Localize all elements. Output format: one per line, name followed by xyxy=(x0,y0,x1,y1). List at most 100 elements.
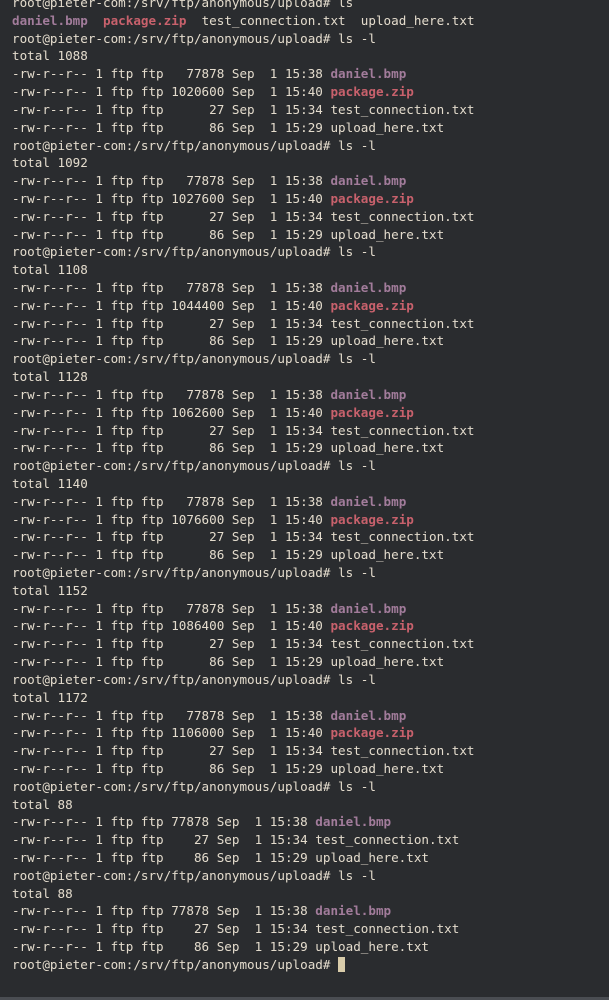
terminal-text xyxy=(88,13,103,28)
terminal-text: total 1140 xyxy=(12,475,88,491)
terminal-text: -rw-r--r-- 1 ftp ftp 86 Sep 1 15:29 uplo… xyxy=(12,760,445,776)
terminal-line: -rw-r--r-- 1 ftp ftp 77878 Sep 1 15:38 d… xyxy=(12,493,475,511)
terminal-text: -rw-r--r-- 1 ftp ftp 27 Sep 1 15:34 test… xyxy=(12,315,475,331)
terminal-line: -rw-r--r-- 1 ftp ftp 1106000 Sep 1 15:40… xyxy=(12,724,475,742)
shell-prompt: root@pieter-com:/srv/ftp/anonymous/uploa… xyxy=(12,956,339,972)
terminal-line: -rw-r--r-- 1 ftp ftp 27 Sep 1 15:34 test… xyxy=(12,742,475,760)
terminal-text: -rw-r--r-- 1 ftp ftp 86 Sep 1 15:29 uplo… xyxy=(12,440,445,456)
terminal-line: -rw-r--r-- 1 ftp ftp 27 Sep 1 15:34 test… xyxy=(12,315,475,333)
terminal-line: total 88 xyxy=(12,885,475,903)
archive-file-name: package.zip xyxy=(330,511,414,527)
terminal-line: -rw-r--r-- 1 ftp ftp 77878 Sep 1 15:38 d… xyxy=(12,902,475,920)
bitmap-file-name: daniel.bmp xyxy=(12,12,88,28)
terminal-line: total 1128 xyxy=(12,368,475,386)
terminal-text: -rw-r--r-- 1 ftp ftp 27 Sep 1 15:34 test… xyxy=(12,529,475,545)
archive-file-name: package.zip xyxy=(330,725,414,741)
terminal-text: root@pieter-com:/srv/ftp/anonymous/uploa… xyxy=(12,244,376,260)
bitmap-file-name: daniel.bmp xyxy=(315,814,392,830)
terminal-line: total 1152 xyxy=(12,582,475,600)
terminal-text: total 88 xyxy=(12,796,73,812)
terminal-text: -rw-r--r-- 1 ftp ftp 27 Sep 1 15:34 test… xyxy=(12,636,475,652)
terminal-text: root@pieter-com:/srv/ftp/anonymous/uploa… xyxy=(12,565,376,580)
terminal-output[interactable]: root@pieter-com:/srv/ftp/anonymous/uploa… xyxy=(12,0,475,974)
terminal-line: -rw-r--r-- 1 ftp ftp 77878 Sep 1 15:38 d… xyxy=(12,600,475,618)
bitmap-file-name: daniel.bmp xyxy=(330,600,407,616)
terminal-line: -rw-r--r-- 1 ftp ftp 77878 Sep 1 15:38 d… xyxy=(12,386,475,404)
bitmap-file-name: daniel.bmp xyxy=(330,173,407,189)
terminal-text: -rw-r--r-- 1 ftp ftp 86 Sep 1 15:29 uplo… xyxy=(12,333,445,349)
cursor-block xyxy=(338,956,346,972)
terminal-text: -rw-r--r-- 1 ftp ftp 86 Sep 1 15:29 uplo… xyxy=(12,654,445,670)
terminal-line: total 1088 xyxy=(12,47,475,65)
terminal-line: total 1108 xyxy=(12,261,475,279)
terminal-text: -rw-r--r-- 1 ftp ftp 77878 Sep 1 15:38 xyxy=(12,493,331,509)
terminal-text: test_connection.txt upload_here.txt xyxy=(186,12,475,28)
terminal-line: -rw-r--r-- 1 ftp ftp 27 Sep 1 15:34 test… xyxy=(12,101,475,119)
terminal-text: total 1088 xyxy=(12,48,88,64)
terminal-line: -rw-r--r-- 1 ftp ftp 86 Sep 1 15:29 uplo… xyxy=(12,119,475,137)
terminal-line: -rw-r--r-- 1 ftp ftp 86 Sep 1 15:29 uplo… xyxy=(12,938,475,956)
terminal-line: root@pieter-com:/srv/ftp/anonymous/uploa… xyxy=(12,137,475,155)
terminal-text: -rw-r--r-- 1 ftp ftp 77878 Sep 1 15:38 xyxy=(12,66,331,82)
terminal-line: -rw-r--r-- 1 ftp ftp 27 Sep 1 15:34 test… xyxy=(12,422,475,440)
terminal-text: root@pieter-com:/srv/ftp/anonymous/uploa… xyxy=(12,867,376,883)
terminal-text: -rw-r--r-- 1 ftp ftp 1086400 Sep 1 15:40 xyxy=(12,618,331,634)
terminal-text: -rw-r--r-- 1 ftp ftp 86 Sep 1 15:29 uplo… xyxy=(12,547,445,563)
terminal-line: -rw-r--r-- 1 ftp ftp 77878 Sep 1 15:38 d… xyxy=(12,172,475,190)
terminal-text: total 1092 xyxy=(12,155,88,171)
terminal-line: total 88 xyxy=(12,796,475,814)
terminal-line: -rw-r--r-- 1 ftp ftp 86 Sep 1 15:29 uplo… xyxy=(12,849,475,867)
terminal-line: root@pieter-com:/srv/ftp/anonymous/uploa… xyxy=(12,671,475,689)
terminal-text: root@pieter-com:/srv/ftp/anonymous/uploa… xyxy=(12,0,354,10)
archive-file-name: package.zip xyxy=(330,190,414,206)
terminal-text: -rw-r--r-- 1 ftp ftp 86 Sep 1 15:29 uplo… xyxy=(12,939,430,955)
terminal-text: -rw-r--r-- 1 ftp ftp 1106000 Sep 1 15:40 xyxy=(12,725,331,741)
terminal-text: -rw-r--r-- 1 ftp ftp 77878 Sep 1 15:38 xyxy=(12,600,331,616)
bitmap-file-name: daniel.bmp xyxy=(330,707,407,723)
terminal-line: -rw-r--r-- 1 ftp ftp 86 Sep 1 15:29 uplo… xyxy=(12,439,475,457)
bitmap-file-name: daniel.bmp xyxy=(330,386,407,402)
terminal-text: total 1152 xyxy=(12,582,88,598)
terminal-text: total 1108 xyxy=(12,262,88,278)
terminal-text: root@pieter-com:/srv/ftp/anonymous/uploa… xyxy=(12,351,376,367)
terminal-text: total 1128 xyxy=(12,369,88,385)
terminal-line: root@pieter-com:/srv/ftp/anonymous/uploa… xyxy=(12,778,475,796)
terminal-line: -rw-r--r-- 1 ftp ftp 77878 Sep 1 15:38 d… xyxy=(12,707,475,725)
terminal-line: -rw-r--r-- 1 ftp ftp 77878 Sep 1 15:38 d… xyxy=(12,279,475,297)
terminal-text: -rw-r--r-- 1 ftp ftp 27 Sep 1 15:34 test… xyxy=(12,422,475,438)
terminal-text: -rw-r--r-- 1 ftp ftp 1076600 Sep 1 15:40 xyxy=(12,511,331,527)
terminal-text: -rw-r--r-- 1 ftp ftp 86 Sep 1 15:29 uplo… xyxy=(12,850,430,865)
terminal-text: -rw-r--r-- 1 ftp ftp 27 Sep 1 15:34 test… xyxy=(12,921,460,937)
terminal-line: root@pieter-com:/srv/ftp/anonymous/uploa… xyxy=(12,0,475,12)
terminal-text: -rw-r--r-- 1 ftp ftp 27 Sep 1 15:34 test… xyxy=(12,832,460,848)
bitmap-file-name: daniel.bmp xyxy=(330,66,407,82)
terminal-text: -rw-r--r-- 1 ftp ftp 77878 Sep 1 15:38 xyxy=(12,386,331,402)
terminal-text: -rw-r--r-- 1 ftp ftp 1027600 Sep 1 15:40 xyxy=(12,190,331,206)
terminal-text: -rw-r--r-- 1 ftp ftp 27 Sep 1 15:34 test… xyxy=(12,208,475,224)
terminal-line: -rw-r--r-- 1 ftp ftp 27 Sep 1 15:34 test… xyxy=(12,635,475,653)
terminal-line: total 1092 xyxy=(12,154,475,172)
terminal-line: -rw-r--r-- 1 ftp ftp 86 Sep 1 15:29 uplo… xyxy=(12,226,475,244)
terminal-text: -rw-r--r-- 1 ftp ftp 27 Sep 1 15:34 test… xyxy=(12,101,475,117)
terminal-line: -rw-r--r-- 1 ftp ftp 1086400 Sep 1 15:40… xyxy=(12,617,475,635)
bitmap-file-name: daniel.bmp xyxy=(330,280,407,295)
terminal-line: -rw-r--r-- 1 ftp ftp 1027600 Sep 1 15:40… xyxy=(12,190,475,208)
terminal-line: -rw-r--r-- 1 ftp ftp 1076600 Sep 1 15:40… xyxy=(12,511,475,529)
terminal-text: root@pieter-com:/srv/ftp/anonymous/uploa… xyxy=(12,778,376,794)
terminal-line: -rw-r--r-- 1 ftp ftp 27 Sep 1 15:34 test… xyxy=(12,208,475,226)
window-bottom-border xyxy=(0,997,609,1000)
archive-file-name: package.zip xyxy=(330,84,414,100)
terminal-line: -rw-r--r-- 1 ftp ftp 86 Sep 1 15:29 uplo… xyxy=(12,332,475,350)
terminal-text: -rw-r--r-- 1 ftp ftp 77878 Sep 1 15:38 xyxy=(12,814,316,830)
terminal-text: total 88 xyxy=(12,885,73,901)
terminal-line: total 1140 xyxy=(12,475,475,493)
terminal-line: -rw-r--r-- 1 ftp ftp 1020600 Sep 1 15:40… xyxy=(12,83,475,101)
archive-file-name: package.zip xyxy=(330,297,414,313)
terminal-line: root@pieter-com:/srv/ftp/anonymous/uploa… xyxy=(12,457,475,475)
terminal-line: -rw-r--r-- 1 ftp ftp 27 Sep 1 15:34 test… xyxy=(12,528,475,546)
terminal-text: -rw-r--r-- 1 ftp ftp 77878 Sep 1 15:38 xyxy=(12,903,316,919)
terminal-text: -rw-r--r-- 1 ftp ftp 27 Sep 1 15:34 test… xyxy=(12,743,475,759)
prompt-line[interactable]: root@pieter-com:/srv/ftp/anonymous/uploa… xyxy=(12,956,475,974)
terminal-text: -rw-r--r-- 1 ftp ftp 77878 Sep 1 15:38 xyxy=(12,173,331,189)
terminal-line: -rw-r--r-- 1 ftp ftp 77878 Sep 1 15:38 d… xyxy=(12,813,475,831)
